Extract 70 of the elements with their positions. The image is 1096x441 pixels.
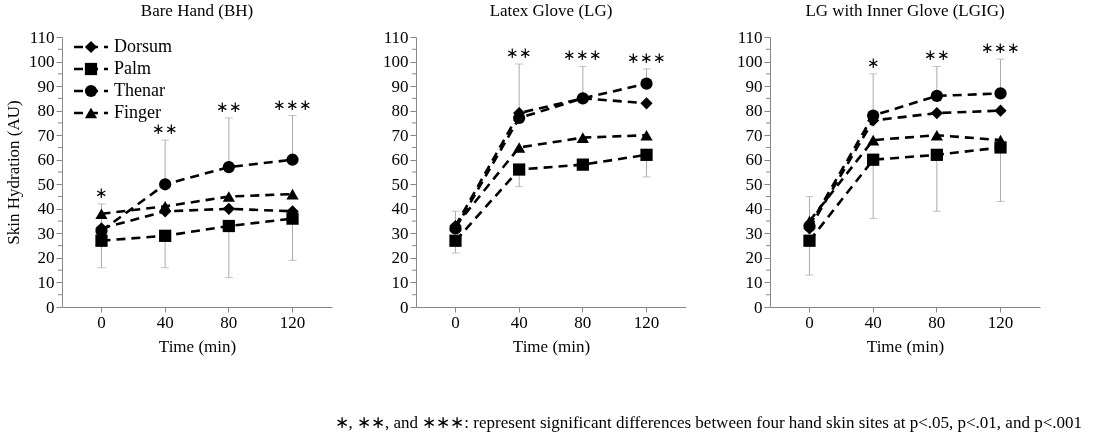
x-tick-label: 0 xyxy=(451,312,460,332)
annotation: ∗∗∗ xyxy=(273,96,313,113)
x-tick-label: 80 xyxy=(220,312,238,332)
x-tick-label: 0 xyxy=(805,312,814,332)
y-tick-label: 80 xyxy=(745,101,763,121)
x-tick-label: 80 xyxy=(574,312,592,332)
legend-label: Palm xyxy=(114,58,152,78)
y-tick-label: 20 xyxy=(391,248,409,268)
legend-label: Finger xyxy=(114,102,161,122)
y-tick-label: 110 xyxy=(29,27,55,47)
annotation: ∗ xyxy=(94,184,108,201)
y-tick-label: 10 xyxy=(391,272,409,292)
x-tick-label: 40 xyxy=(864,312,882,332)
x-tick-label: 120 xyxy=(279,312,306,332)
y-tick-label: 10 xyxy=(37,272,55,292)
y-tick-label: 80 xyxy=(37,101,55,121)
x-axis-title: Time (min) xyxy=(866,336,945,356)
y-tick-label: 100 xyxy=(737,52,763,72)
y-tick-label: 100 xyxy=(29,52,55,72)
y-tick-label: 10 xyxy=(745,272,763,292)
y-tick-label: 60 xyxy=(745,150,763,170)
x-tick-label: 80 xyxy=(928,312,946,332)
y-tick-label: 90 xyxy=(37,76,55,96)
y-tick-label: 0 xyxy=(46,297,55,317)
y-tick-label: 110 xyxy=(383,27,409,47)
y-tick-label: 40 xyxy=(391,199,409,219)
x-tick-label: 120 xyxy=(987,312,1014,332)
y-tick-label: 40 xyxy=(745,199,763,219)
y-tick-label: 90 xyxy=(745,76,763,96)
annotation: ∗ xyxy=(866,54,880,71)
x-axis-title: Time (min) xyxy=(158,336,237,356)
y-tick-label: 40 xyxy=(37,199,55,219)
annotation: ∗∗ xyxy=(923,47,950,64)
y-tick-label: 50 xyxy=(745,174,763,194)
y-tick-label: 0 xyxy=(754,297,763,317)
y-tick-label: 100 xyxy=(383,52,409,72)
chart-title: Latex Glove (LG) xyxy=(489,1,613,20)
y-tick-label: 60 xyxy=(37,150,55,170)
y-tick-label: 50 xyxy=(391,174,409,194)
legend-label: Dorsum xyxy=(114,36,172,56)
y-tick-label: 20 xyxy=(745,248,763,268)
y-tick-label: 90 xyxy=(391,76,409,96)
text: ∗, ∗∗, and ∗∗∗: represent significant differences between four hand skin sites at p<.05, p<.01, and p<.001 xyxy=(334,412,1082,433)
x-tick-label: 120 xyxy=(633,312,660,332)
annotation: ∗∗∗ xyxy=(627,49,667,66)
annotation: ∗∗ xyxy=(215,99,242,115)
y-tick-label: 70 xyxy=(745,125,763,145)
annotation: ∗∗∗ xyxy=(563,47,603,64)
y-axis-title: Skin Hydration (AU) xyxy=(4,100,23,245)
y-tick-label: 30 xyxy=(745,223,763,243)
x-tick-label: 0 xyxy=(97,312,106,332)
annotation: ∗∗∗ xyxy=(981,40,1021,57)
y-tick-label: 30 xyxy=(37,223,55,243)
y-tick-label: 60 xyxy=(391,150,409,170)
x-axis-title: Time (min) xyxy=(512,336,591,356)
y-tick-label: 70 xyxy=(391,125,409,145)
chart-title: LG with Inner Glove (LGIG) xyxy=(805,1,1005,20)
y-tick-label: 30 xyxy=(391,223,409,243)
y-tick-label: 50 xyxy=(37,174,55,194)
y-tick-label: 70 xyxy=(37,125,55,145)
y-tick-label: 20 xyxy=(37,248,55,268)
annotation: ∗∗ xyxy=(506,45,533,61)
legend-label: Thenar xyxy=(114,80,165,100)
y-tick-label: 0 xyxy=(400,297,409,317)
x-tick-label: 40 xyxy=(156,312,174,332)
chart-title: Bare Hand (BH) xyxy=(140,1,254,20)
y-tick-label: 80 xyxy=(391,101,409,121)
x-tick-label: 40 xyxy=(510,312,528,332)
annotation: ∗∗ xyxy=(152,121,179,138)
y-tick-label: 110 xyxy=(737,27,763,47)
